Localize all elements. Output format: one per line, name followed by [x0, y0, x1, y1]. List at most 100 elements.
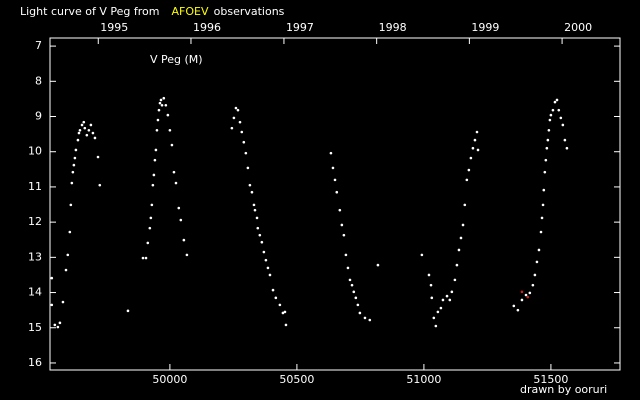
data-point	[174, 181, 178, 185]
data-point	[82, 120, 86, 124]
data-point	[271, 288, 275, 292]
data-point	[146, 241, 150, 245]
y-tick-label: 11	[28, 180, 42, 193]
data-point	[363, 316, 367, 320]
data-point	[244, 151, 248, 155]
data-point	[76, 138, 80, 142]
data-point	[445, 294, 449, 298]
y-tick-label: 14	[28, 286, 42, 299]
data-point	[453, 278, 457, 282]
data-point	[565, 146, 569, 150]
data-point	[331, 166, 335, 170]
data-point	[157, 108, 161, 112]
data-point	[278, 303, 282, 307]
data-point	[80, 123, 84, 127]
data-point	[160, 103, 164, 107]
data-point	[356, 303, 360, 307]
x2-tick-label: 2000	[564, 21, 592, 34]
data-point	[434, 324, 438, 328]
data-point	[555, 98, 559, 102]
plot-frame	[49, 37, 621, 371]
title-highlight: AFOEV	[171, 5, 208, 18]
data-point	[256, 226, 260, 230]
data-point	[476, 148, 480, 152]
data-point	[172, 170, 176, 174]
data-point	[83, 126, 87, 130]
data-point	[68, 230, 72, 234]
data-point	[268, 273, 272, 277]
data-point	[520, 298, 524, 302]
data-point	[50, 276, 54, 280]
y-tick-label: 13	[28, 250, 42, 263]
data-point	[141, 256, 145, 260]
y-tick-label: 9	[35, 110, 42, 123]
y-tick-label: 8	[35, 74, 42, 87]
data-point	[64, 268, 68, 272]
data-point	[520, 290, 524, 294]
data-point	[266, 266, 270, 270]
data-point	[535, 260, 539, 264]
data-point	[240, 130, 244, 134]
credit: drawn by ooruri	[520, 383, 607, 396]
data-point	[230, 126, 234, 130]
data-point	[549, 113, 553, 117]
data-point	[177, 206, 181, 210]
x-tick-label: 51000	[406, 373, 441, 386]
data-point	[149, 216, 153, 220]
data-point	[126, 309, 130, 313]
data-point	[58, 321, 62, 325]
data-point	[344, 253, 348, 257]
data-point	[368, 318, 372, 322]
data-point	[56, 325, 60, 329]
data-point	[459, 236, 463, 240]
data-point	[252, 203, 256, 207]
x2-tick-label: 1995	[100, 21, 128, 34]
data-point	[346, 266, 350, 270]
data-point	[166, 113, 170, 117]
data-point	[258, 233, 262, 237]
data-point	[248, 183, 252, 187]
data-point	[429, 283, 433, 287]
data-point	[71, 170, 75, 174]
data-point	[539, 230, 543, 234]
data-point	[238, 120, 242, 124]
data-point	[544, 158, 548, 162]
data-point	[260, 240, 264, 244]
data-point	[152, 173, 156, 177]
data-point	[66, 253, 70, 257]
y-tick-label: 12	[28, 215, 42, 228]
data-point	[342, 233, 346, 237]
data-point	[338, 208, 342, 212]
data-point	[463, 203, 467, 207]
data-point	[551, 108, 555, 112]
data-point	[475, 130, 479, 134]
data-point	[93, 136, 97, 140]
data-point	[553, 100, 557, 104]
data-point	[61, 300, 65, 304]
x2-tick-label: 1996	[193, 21, 221, 34]
y-tick-label: 16	[28, 356, 42, 369]
data-point	[89, 123, 93, 127]
data-point	[455, 263, 459, 267]
data-point	[168, 128, 172, 132]
data-point	[542, 188, 546, 192]
data-point	[559, 116, 563, 120]
x-tick-label: 51500	[533, 373, 568, 386]
x-tick-label: 50500	[279, 373, 314, 386]
data-point	[281, 311, 285, 315]
data-point	[547, 128, 551, 132]
data-point	[376, 263, 380, 267]
data-point	[516, 308, 520, 312]
data-point	[450, 290, 454, 294]
data-point	[159, 98, 163, 102]
y-tick-label: 15	[28, 321, 42, 334]
data-point	[85, 133, 89, 137]
data-point	[439, 306, 443, 310]
data-point	[283, 310, 287, 314]
data-point	[548, 118, 552, 122]
data-point	[430, 296, 434, 300]
title-start: Light curve of V Peg from	[20, 5, 159, 18]
data-point	[144, 256, 148, 260]
data-point	[87, 128, 91, 132]
